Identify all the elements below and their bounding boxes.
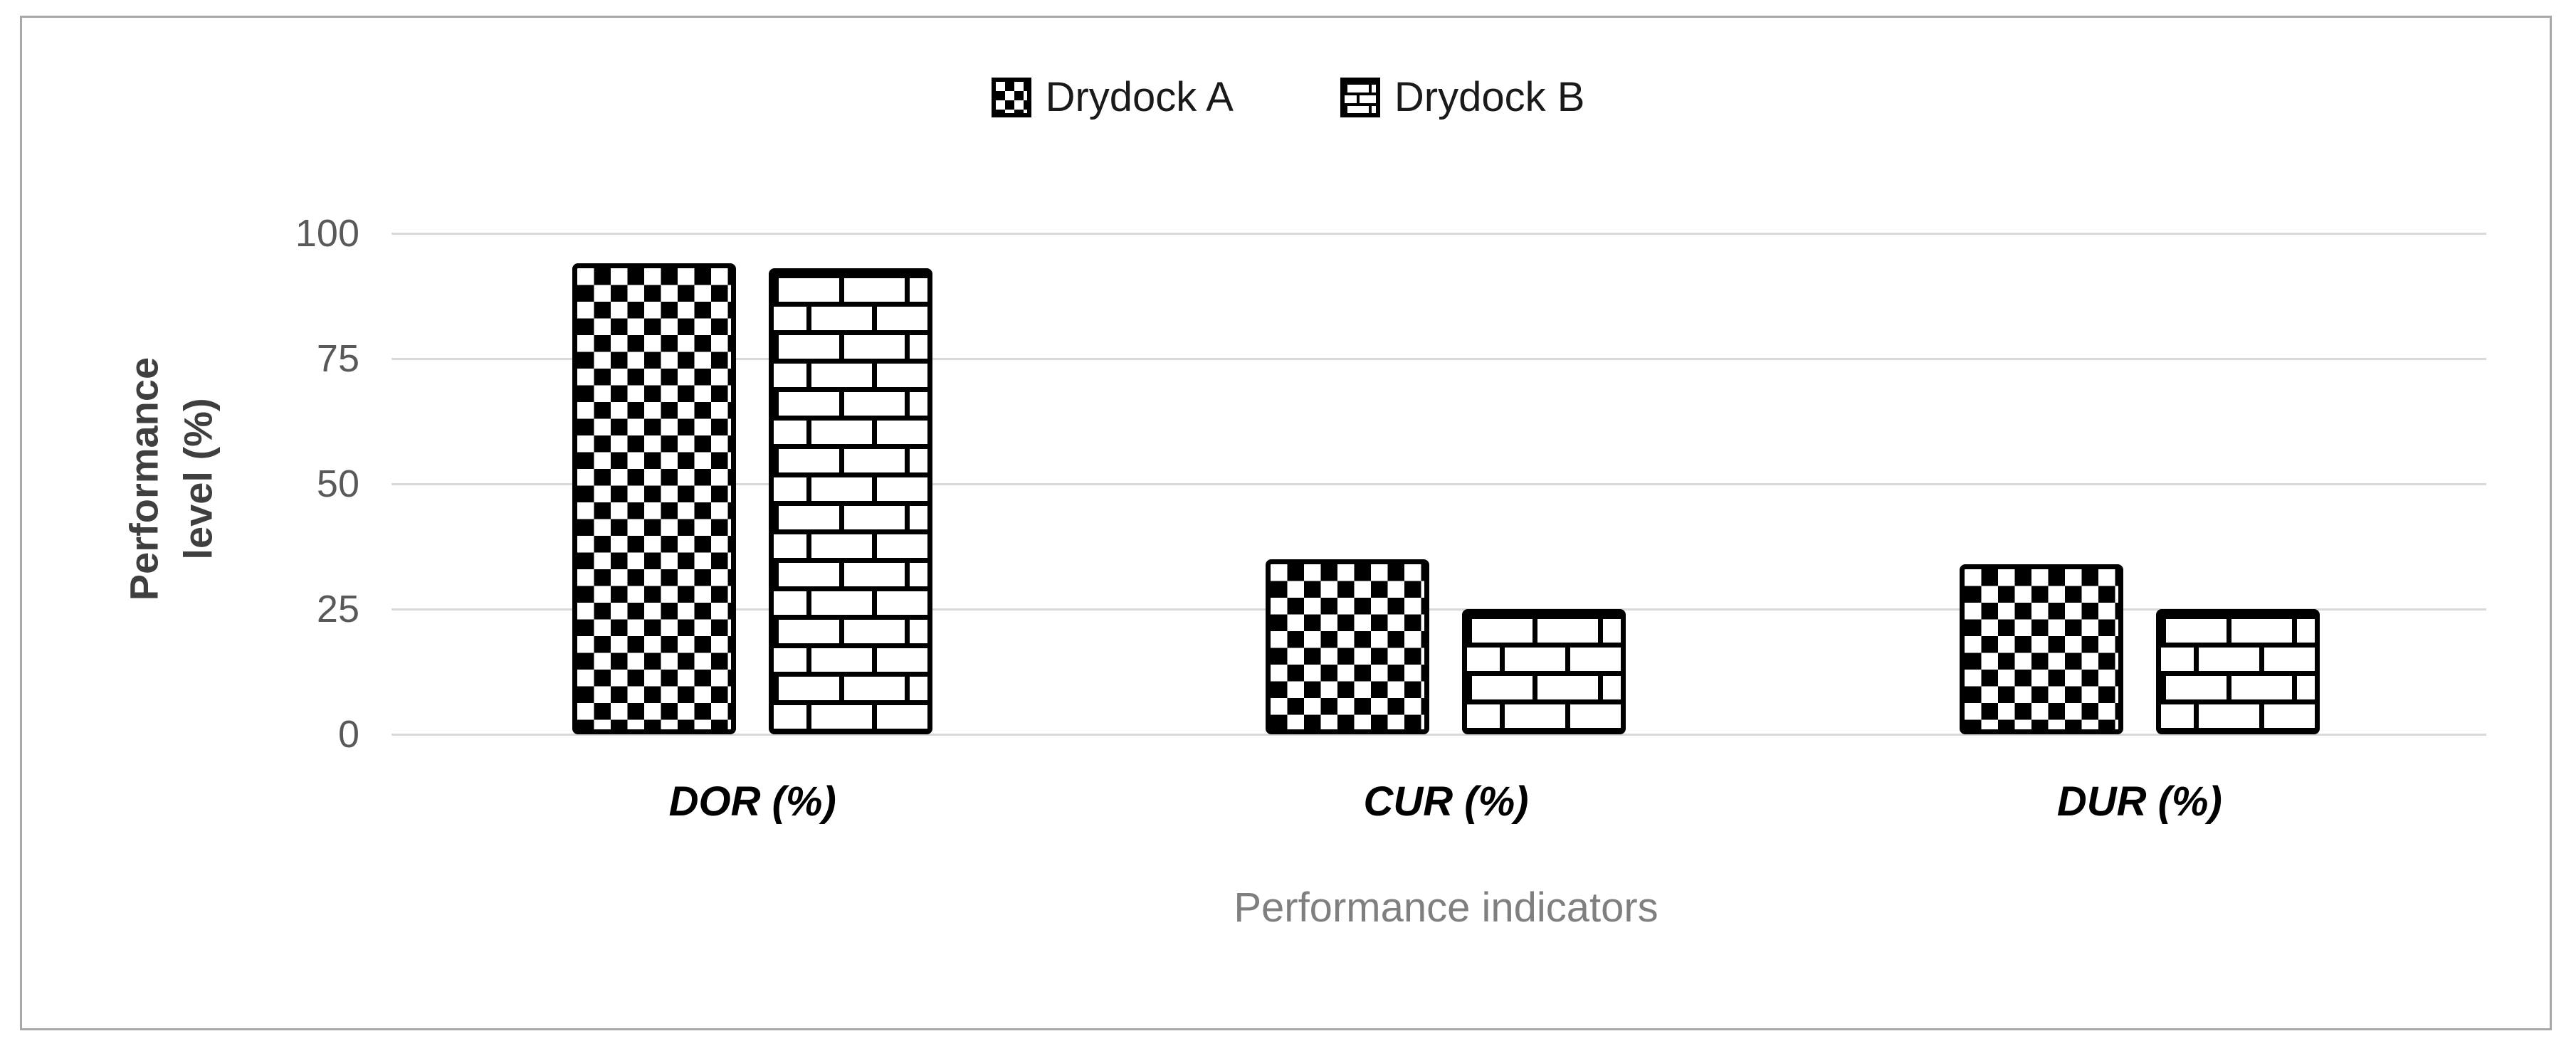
x-axis-title: Performance indicators <box>1234 884 1658 931</box>
gridline-75 <box>391 357 2486 360</box>
y-tick-label-75: 75 <box>316 337 359 380</box>
bar-drydock-a-cur <box>1266 559 1430 734</box>
chart-frame <box>20 16 2552 1030</box>
y-axis-title-line-2: level (%) <box>175 398 220 560</box>
y-tick-label-100: 100 <box>295 212 359 255</box>
legend-item-drydock-b: Drydock B <box>1340 74 1585 120</box>
bar-drydock-b-dor <box>769 268 933 734</box>
plot-area: 0 25 50 75 100 <box>295 214 2486 754</box>
bar-drydock-b-cur <box>1462 609 1626 734</box>
gridline-100 <box>391 232 2486 235</box>
legend-label-drydock-b: Drydock B <box>1394 74 1585 120</box>
bars-dur <box>1793 233 2486 734</box>
gridline-25 <box>391 608 2486 611</box>
checkerboard-square-icon <box>991 78 1031 117</box>
y-axis-title: Performance level (%) <box>117 357 224 601</box>
bar-group-dur <box>1793 233 2486 734</box>
y-tick-label-0: 0 <box>337 713 359 756</box>
x-category-label-dur: DUR (%) <box>2056 778 2222 825</box>
gridline-50 <box>391 482 2486 485</box>
x-category-labels: DOR (%) CUR (%) DUR (%) <box>406 781 2486 823</box>
bar-group-dor <box>406 233 1099 734</box>
bar-drydock-b-dur <box>2155 609 2320 734</box>
legend-label-drydock-a: Drydock A <box>1045 74 1234 120</box>
bar-group-cur <box>1099 233 1792 734</box>
bar-drydock-a-dor <box>572 263 737 734</box>
brick-square-icon <box>1340 78 1380 117</box>
y-tick-label-50: 50 <box>316 463 359 505</box>
legend-item-drydock-a: Drydock A <box>991 74 1234 120</box>
bar-drydock-a-dur <box>1959 564 2123 734</box>
x-category-label-cur: CUR (%) <box>1363 778 1529 825</box>
bars-dor <box>406 233 1099 734</box>
y-tick-label-25: 25 <box>316 588 359 630</box>
legend: Drydock A Drydock B <box>0 77 2576 118</box>
bar-groups <box>406 233 2486 734</box>
bars-cur <box>1099 233 1792 734</box>
x-category-label-dor: DOR (%) <box>668 778 836 825</box>
y-axis-title-line-1: Performance <box>121 356 167 601</box>
gridline-0 <box>391 733 2486 736</box>
